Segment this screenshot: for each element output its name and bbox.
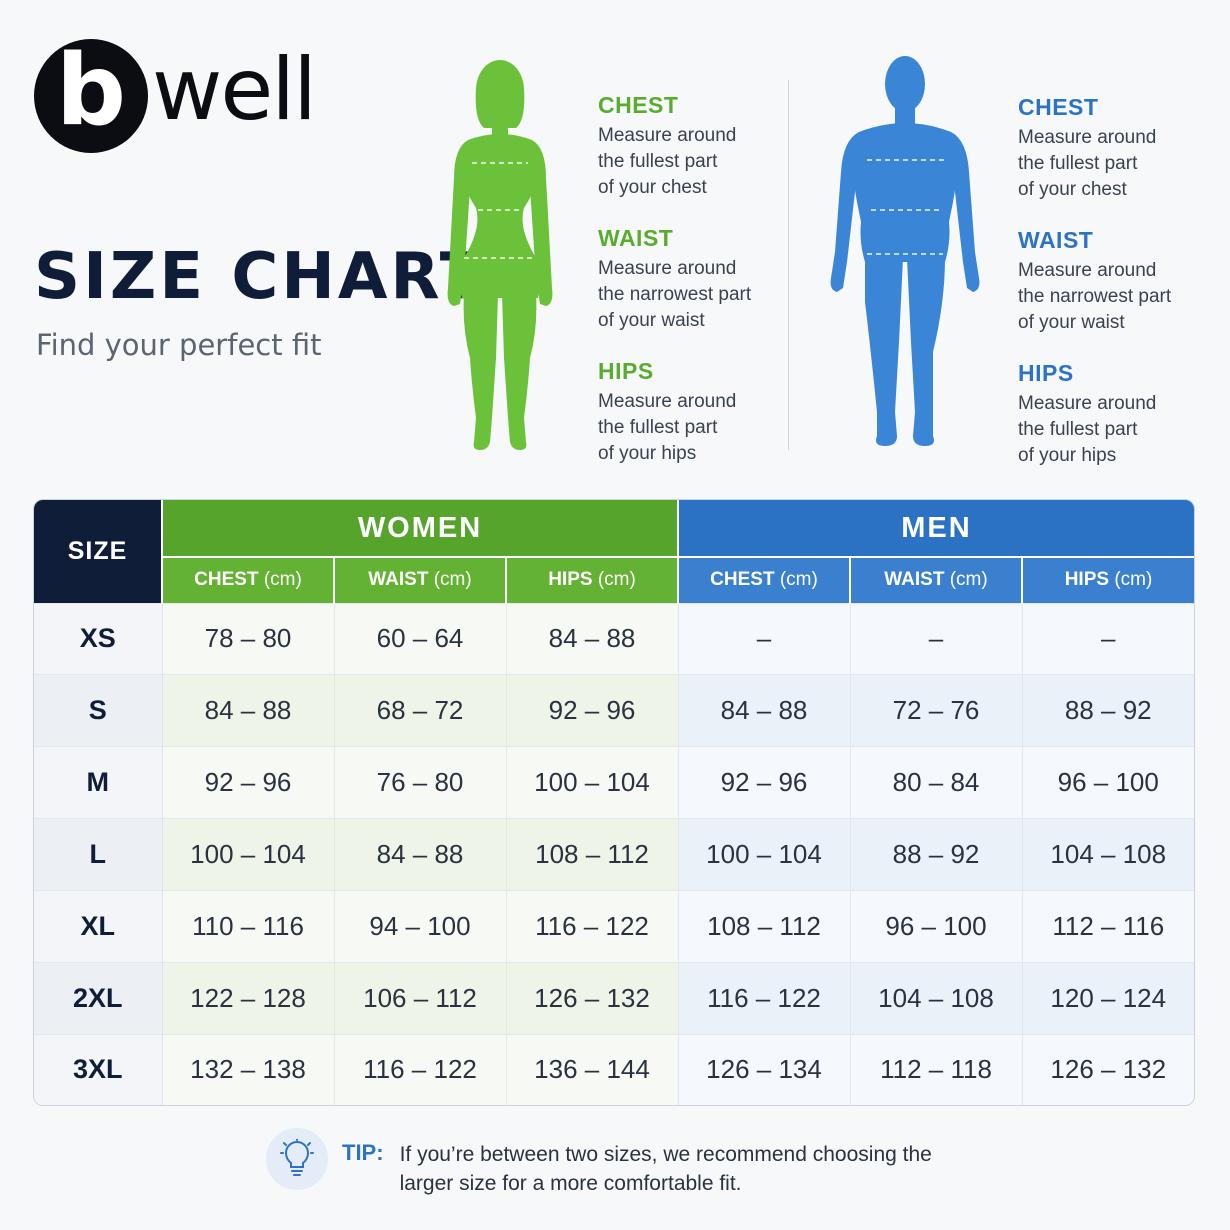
- brand-logo: b well: [34, 38, 317, 154]
- table-cell: 76 – 80: [333, 746, 506, 819]
- table-cell: 116 – 122: [677, 961, 850, 1035]
- table-row: M 92 – 96 76 – 80 100 – 104 92 – 96 80 –…: [34, 746, 1194, 819]
- table-cell: 120 – 124: [1021, 961, 1194, 1035]
- table-row: 3XL 132 – 138 116 – 122 136 – 144 126 – …: [34, 1033, 1194, 1105]
- size-label: L: [34, 818, 163, 891]
- guide-text: Measure around the narrowest part of you…: [1018, 260, 1172, 333]
- tip-label: TIP:: [342, 1140, 384, 1165]
- table-cell: 92 – 96: [161, 746, 334, 819]
- size-label: XS: [34, 602, 163, 675]
- table-cell: –: [849, 602, 1022, 675]
- table-cell: –: [1021, 602, 1194, 675]
- table-cell: 96 – 100: [849, 889, 1022, 963]
- page-title: SIZE CHART: [34, 240, 487, 314]
- table-cell: 100 – 104: [505, 746, 678, 819]
- lightbulb-icon: [266, 1128, 328, 1190]
- table-cell: 84 – 88: [677, 674, 850, 747]
- table-cell: 84 – 88: [161, 674, 334, 747]
- table-cell: 108 – 112: [505, 818, 678, 891]
- table-cell: 72 – 76: [849, 674, 1022, 747]
- men-waist-header: WAIST (cm): [849, 556, 1022, 603]
- table-row: XS 78 – 80 60 – 64 84 – 88 – – –: [34, 602, 1194, 675]
- size-table: SIZE WOMEN MEN CHEST (cm) WAIST (cm) HIP…: [33, 499, 1195, 1106]
- table-cell: 80 – 84: [849, 746, 1022, 819]
- guide-men-chest: CHEST Measure around the fullest part of…: [1018, 94, 1218, 203]
- size-label: S: [34, 674, 163, 747]
- table-cell: 104 – 108: [849, 961, 1022, 1035]
- size-label: 2XL: [34, 961, 163, 1035]
- table-row: 2XL 122 – 128 106 – 112 126 – 132 116 – …: [34, 961, 1194, 1035]
- table-cell: 84 – 88: [505, 602, 678, 675]
- table-cell: 126 – 132: [1021, 1033, 1194, 1105]
- table-cell: 126 – 132: [505, 961, 678, 1035]
- size-column-header: SIZE: [34, 500, 162, 603]
- guide-title: HIPS: [1018, 360, 1074, 386]
- table-cell: 112 – 116: [1021, 889, 1194, 963]
- guide-men-hips: HIPS Measure around the fullest part of …: [1018, 360, 1218, 469]
- women-measurement-guide: CHEST Measure around the fullest part of…: [598, 92, 798, 491]
- logo-letter: b: [34, 39, 148, 153]
- guide-title: CHEST: [1018, 94, 1099, 120]
- table-cell: 136 – 144: [505, 1033, 678, 1105]
- table-cell: 100 – 104: [677, 818, 850, 891]
- table-cell: –: [677, 602, 850, 675]
- women-silhouette-icon: [440, 58, 560, 458]
- size-label: 3XL: [34, 1033, 163, 1105]
- table-cell: 132 – 138: [161, 1033, 334, 1105]
- table-row: XL 110 – 116 94 – 100 116 – 122 108 – 11…: [34, 889, 1194, 963]
- page-subtitle: Find your perfect fit: [36, 328, 322, 362]
- women-group-header: WOMEN: [161, 500, 678, 557]
- table-cell: 100 – 104: [161, 818, 334, 891]
- guide-title: WAIST: [1018, 227, 1094, 253]
- guide-women-waist: WAIST Measure around the narrowest part …: [598, 225, 798, 334]
- logo-word: well: [152, 40, 317, 140]
- table-row: L 100 – 104 84 – 88 108 – 112 100 – 104 …: [34, 818, 1194, 891]
- guide-text: Measure around the fullest part of your …: [598, 391, 737, 464]
- table-cell: 68 – 72: [333, 674, 506, 747]
- guide-title: WAIST: [598, 225, 674, 251]
- table-cell: 112 – 118: [849, 1033, 1022, 1105]
- table-cell: 104 – 108: [1021, 818, 1194, 891]
- guide-text: Measure around the fullest part of your …: [1018, 393, 1157, 466]
- table-cell: 78 – 80: [161, 602, 334, 675]
- men-chest-header: CHEST (cm): [677, 556, 850, 603]
- tip-note: TIP: If you’re between two sizes, we rec…: [266, 1128, 940, 1198]
- guide-text: Measure around the narrowest part of you…: [598, 258, 752, 331]
- table-cell: 88 – 92: [849, 818, 1022, 891]
- guide-text: Measure around the fullest part of your …: [598, 125, 737, 198]
- size-label: M: [34, 746, 163, 819]
- table-cell: 96 – 100: [1021, 746, 1194, 819]
- table-cell: 88 – 92: [1021, 674, 1194, 747]
- table-cell: 126 – 134: [677, 1033, 850, 1105]
- guide-text: Measure around the fullest part of your …: [1018, 127, 1157, 200]
- tip-text: If you’re between two sizes, we recommen…: [399, 1143, 932, 1195]
- table-cell: 84 – 88: [333, 818, 506, 891]
- table-row: S 84 – 88 68 – 72 92 – 96 84 – 88 72 – 7…: [34, 674, 1194, 747]
- figure-divider: [788, 80, 789, 450]
- table-cell: 106 – 112: [333, 961, 506, 1035]
- table-cell: 92 – 96: [677, 746, 850, 819]
- women-waist-header: WAIST (cm): [333, 556, 506, 603]
- table-cell: 92 – 96: [505, 674, 678, 747]
- guide-title: CHEST: [598, 92, 679, 118]
- women-chest-header: CHEST (cm): [161, 556, 334, 603]
- women-hips-header: HIPS (cm): [505, 556, 678, 603]
- guide-title: HIPS: [598, 358, 654, 384]
- table-cell: 60 – 64: [333, 602, 506, 675]
- table-cell: 122 – 128: [161, 961, 334, 1035]
- size-label: XL: [34, 889, 163, 963]
- table-cell: 108 – 112: [677, 889, 850, 963]
- men-group-header: MEN: [677, 500, 1194, 557]
- table-cell: 116 – 122: [333, 1033, 506, 1105]
- table-cell: 94 – 100: [333, 889, 506, 963]
- table-cell: 116 – 122: [505, 889, 678, 963]
- men-silhouette-icon: [825, 52, 985, 452]
- guide-men-waist: WAIST Measure around the narrowest part …: [1018, 227, 1218, 336]
- guide-women-chest: CHEST Measure around the fullest part of…: [598, 92, 798, 201]
- table-cell: 110 – 116: [161, 889, 334, 963]
- guide-women-hips: HIPS Measure around the fullest part of …: [598, 358, 798, 467]
- men-measurement-guide: CHEST Measure around the fullest part of…: [1018, 94, 1218, 493]
- men-hips-header: HIPS (cm): [1021, 556, 1194, 603]
